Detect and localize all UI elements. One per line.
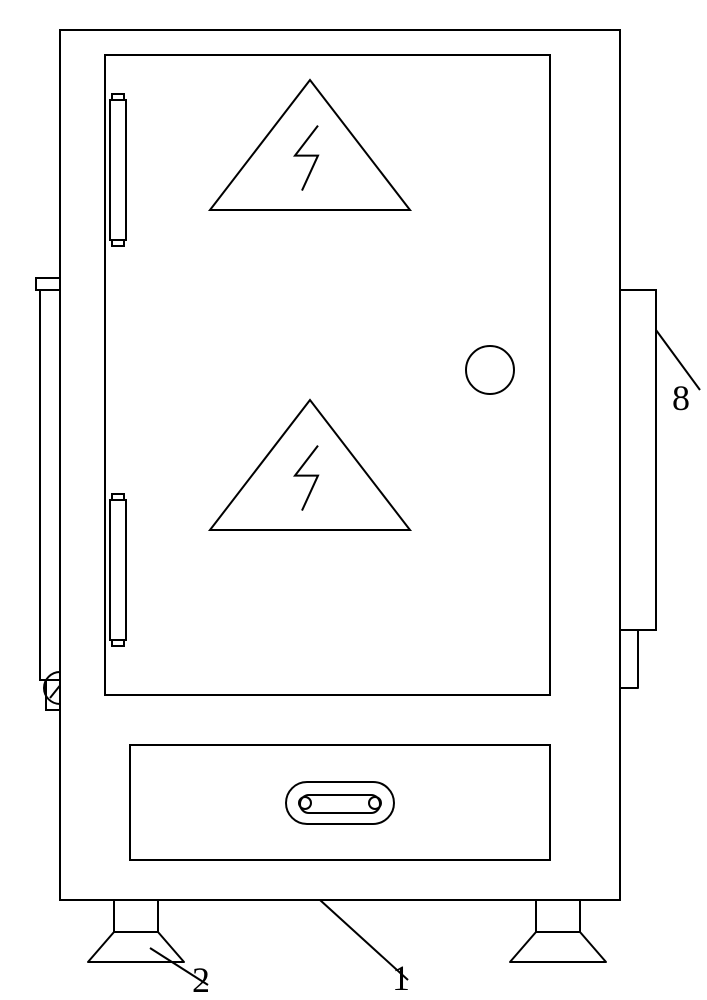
foot-right <box>510 900 606 962</box>
side-panel-left <box>40 290 60 680</box>
door-hinge-top <box>110 94 126 246</box>
leader-8: 8 <box>656 330 700 418</box>
technical-drawing: 8 1 2 <box>0 0 707 1000</box>
door-hinge-bottom <box>110 494 126 646</box>
foot-left <box>88 900 184 962</box>
side-panel-right <box>620 290 656 630</box>
leader-1: 1 <box>320 900 410 998</box>
label-8: 8 <box>672 378 690 418</box>
cabinet-door <box>105 55 550 695</box>
label-2: 2 <box>192 960 210 1000</box>
label-1: 1 <box>392 958 410 998</box>
